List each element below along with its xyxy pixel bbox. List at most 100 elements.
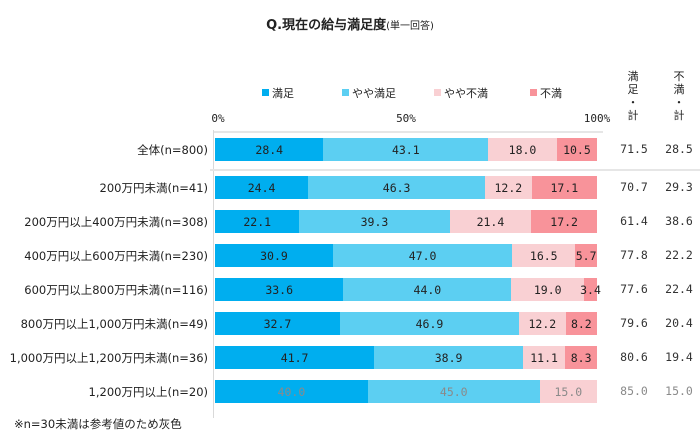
data-label: 28.4 [255,142,284,157]
data-label: 21.4 [476,214,505,229]
data-label: 46.9 [415,316,444,331]
category-label: 200万円以上400万円未満(n=308) [24,215,208,229]
dissatisfied-total-value: 20.4 [665,316,693,330]
legend-item-dissatisfied: 不満 [530,85,562,101]
legend-swatch-somewhat-dissatisfied [434,89,441,96]
segment-somewhat-satisfied: 47.0 [332,244,513,267]
data-label: 16.5 [529,248,558,263]
legend-swatch-satisfied [262,89,269,96]
data-label: 41.7 [280,350,309,365]
stacked-bar: 30.9 47.0 16.5 5.7 [215,244,597,267]
legend-swatch-dissatisfied [530,89,537,96]
satisfied-total-value: 80.6 [620,350,648,364]
chart-title: Q.現在の給与満足度(単一回答) [0,14,700,33]
data-label: 40.0 [277,384,306,399]
stacked-bar: 41.7 38.9 11.1 8.3 [215,346,597,369]
dissatisfied-total-value: 15.0 [665,384,693,398]
segment-dissatisfied: 3.4 [580,278,601,301]
segment-somewhat-satisfied: 39.3 [299,210,450,233]
data-label: 43.1 [391,142,420,157]
x-tick-0: 0% [211,112,225,125]
legend-swatch-somewhat-satisfied [342,89,349,96]
segment-somewhat-satisfied: 46.9 [339,312,520,335]
stacked-bar: 28.4 43.1 18.0 10.5 [215,138,597,161]
satisfied-total-value: 61.4 [620,214,648,228]
chart-title-sub: (単一回答) [386,21,434,32]
segment-somewhat-dissatisfied: 12.2 [519,312,566,335]
data-label: 15.0 [554,384,583,399]
data-label: 8.3 [570,350,592,365]
header-char: 満 [673,83,685,96]
data-label: 38.9 [434,350,463,365]
stacked-bar: 40.0 45.0 15.0 [215,380,597,403]
segment-somewhat-satisfied: 44.0 [343,278,512,301]
satisfied-total-value: 71.5 [620,142,648,156]
data-label: 32.7 [263,316,292,331]
segment-somewhat-dissatisfied: 12.2 [485,176,532,199]
header-char: ・ [627,96,639,109]
data-label: 44.0 [413,282,442,297]
segment-dissatisfied: 8.3 [565,346,597,369]
segment-satisfied: 28.4 [215,138,324,161]
dissatisfied-total-value: 29.3 [665,180,693,194]
category-label: 全体(n=800) [137,143,208,157]
data-label: 19.0 [533,282,562,297]
data-label: 47.0 [408,248,437,263]
x-tick-100: 100% [583,112,611,125]
dissatisfied-total-value: 38.6 [665,214,693,228]
row-separator [210,169,700,171]
segment-satisfied: 24.4 [215,176,309,199]
data-label: 17.1 [550,180,579,195]
header-char: ・ [673,96,685,109]
segment-satisfied: 33.6 [215,278,344,301]
category-label: 1,000万円以上1,200万円未満(n=36) [9,351,208,365]
data-label: 8.2 [570,316,592,331]
header-char: 計 [627,109,639,122]
data-label: 17.2 [550,214,578,229]
legend-label: やや不満 [444,87,488,100]
chart-title-main: Q.現在の給与満足度 [266,18,387,33]
category-label: 600万円以上800万円未満(n=116) [24,283,208,297]
legend-label: やや満足 [352,87,396,100]
stacked-bar: 24.4 46.3 12.2 17.1 [215,176,597,199]
data-label: 22.1 [243,214,272,229]
segment-somewhat-dissatisfied: 11.1 [522,346,566,369]
segment-somewhat-dissatisfied: 19.0 [511,278,584,301]
x-tick-50: 50% [396,112,416,125]
segment-satisfied: 22.1 [215,210,300,233]
segment-somewhat-dissatisfied: 15.0 [539,380,597,403]
segment-dissatisfied: 10.5 [556,138,597,161]
header-char: 足 [627,83,639,96]
segment-satisfied: 30.9 [215,244,333,267]
category-label: 800万円以上1,000万円未満(n=49) [20,317,208,331]
data-label: 10.5 [563,142,591,157]
dissatisfied-total-value: 22.2 [665,248,693,262]
footnote: ※n=30未満は参考値のため灰色 [14,417,182,431]
data-label: 11.1 [530,350,558,365]
stacked-bar: 32.7 46.9 12.2 8.2 [215,312,597,335]
segment-somewhat-satisfied: 45.0 [367,380,540,403]
category-label: 400万円以上600万円未満(n=230) [24,249,208,263]
segment-dissatisfied: 17.2 [531,210,597,233]
data-label: 46.3 [382,180,411,195]
segment-dissatisfied: 8.2 [565,312,597,335]
stacked-bar: 22.1 39.3 21.4 17.2 [215,210,597,233]
data-label: 12.2 [494,180,523,195]
data-label: 33.6 [265,282,294,297]
segment-somewhat-dissatisfied: 18.0 [488,138,557,161]
segment-somewhat-satisfied: 43.1 [323,138,489,161]
header-char: 満 [627,70,639,83]
satisfied-total-value: 77.6 [620,282,648,296]
legend-label: 満足 [272,87,294,100]
top-gridline [213,131,603,133]
data-label: 39.3 [360,214,389,229]
segment-satisfied: 40.0 [215,380,368,403]
column-header-satisfied-total: 満 足 ・ 計 [626,70,640,122]
segment-somewhat-satisfied: 38.9 [374,346,523,369]
header-char: 不 [673,70,685,83]
segment-dissatisfied: 5.7 [575,244,597,267]
y-axis-line [213,130,214,418]
satisfied-total-value: 70.7 [620,180,648,194]
legend-label: 不満 [540,87,562,100]
stacked-bar: 33.6 44.0 19.0 3.4 [215,278,601,301]
